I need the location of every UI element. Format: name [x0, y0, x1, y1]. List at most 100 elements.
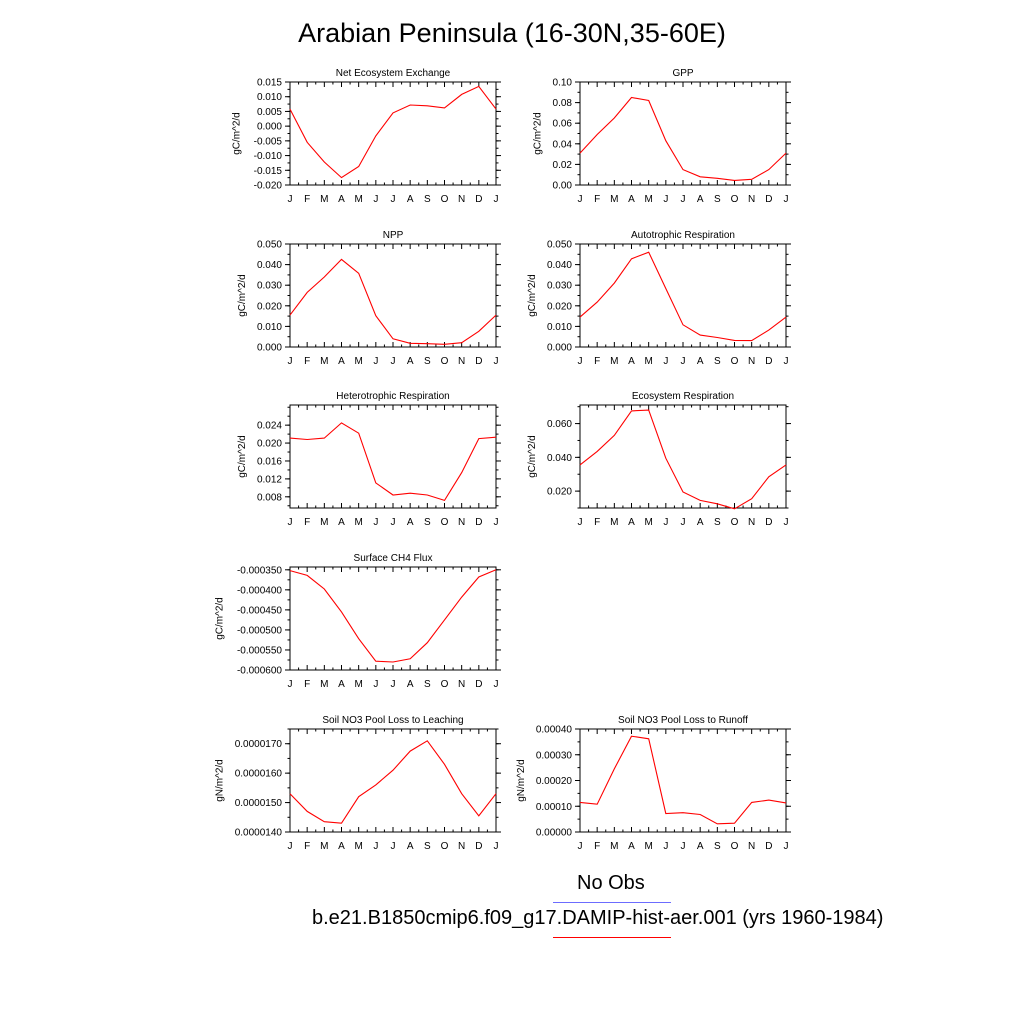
x-tick-label: D: [475, 517, 482, 528]
x-tick-label: S: [714, 356, 721, 367]
x-tick-label: O: [441, 517, 449, 528]
x-tick-label: J: [663, 841, 668, 852]
x-tick-label: O: [731, 194, 739, 205]
y-tick-label: 0.060: [547, 419, 572, 430]
x-tick-label: J: [681, 194, 686, 205]
x-tick-label: F: [594, 517, 600, 528]
y-tick-label: 0.030: [257, 281, 282, 292]
x-tick-label: A: [338, 194, 345, 205]
panel-title: GPP: [672, 68, 693, 79]
y-tick-label: 0.040: [257, 260, 282, 271]
x-tick-label: S: [714, 194, 721, 205]
y-tick-label: 0.08: [553, 98, 573, 109]
x-tick-label: J: [373, 679, 378, 690]
x-tick-label: J: [391, 841, 396, 852]
x-tick-label: F: [304, 356, 310, 367]
series-line: [579, 251, 787, 342]
x-tick-label: J: [494, 517, 499, 528]
y-axis-label: gC/m^2/d: [237, 435, 248, 478]
x-tick-label: D: [765, 356, 772, 367]
y-tick-label: -0.005: [254, 136, 283, 147]
x-tick-label: O: [441, 679, 449, 690]
x-tick-label: F: [304, 194, 310, 205]
y-tick-label: 0.0000160: [235, 769, 283, 780]
y-axis-label: gN/m^2/d: [516, 759, 527, 802]
legend-label-no-obs: No Obs: [577, 872, 645, 894]
x-tick-label: O: [441, 841, 449, 852]
x-tick-label: J: [494, 194, 499, 205]
x-tick-label: A: [628, 517, 635, 528]
x-tick-label: J: [663, 356, 668, 367]
x-tick-label: M: [644, 517, 652, 528]
y-axis-label: gC/m^2/d: [237, 274, 248, 317]
series-line: [289, 569, 497, 663]
x-tick-label: M: [644, 194, 652, 205]
x-tick-label: D: [475, 194, 482, 205]
y-tick-label: 0.020: [257, 301, 282, 312]
x-tick-label: N: [748, 841, 755, 852]
x-tick-label: D: [475, 679, 482, 690]
x-tick-label: S: [424, 517, 431, 528]
x-tick-label: J: [288, 841, 293, 852]
x-tick-label: M: [644, 356, 652, 367]
plot-frame: [289, 566, 497, 671]
y-tick-label: 0.020: [547, 301, 572, 312]
x-tick-label: M: [320, 679, 328, 690]
y-tick-label: 0.040: [547, 453, 572, 464]
panel-title: Net Ecosystem Exchange: [336, 68, 451, 79]
x-tick-label: J: [784, 517, 789, 528]
panel-title: Soil NO3 Pool Loss to Leaching: [322, 715, 463, 726]
x-tick-label: M: [354, 679, 362, 690]
plot-frame: [579, 728, 787, 833]
y-tick-label: 0.00030: [536, 750, 573, 761]
x-tick-label: S: [424, 841, 431, 852]
y-tick-label: 0.015: [257, 78, 282, 89]
x-tick-label: S: [714, 841, 721, 852]
x-tick-label: A: [628, 194, 635, 205]
x-tick-label: A: [338, 679, 345, 690]
x-tick-label: A: [407, 841, 414, 852]
x-tick-label: J: [681, 841, 686, 852]
x-tick-label: J: [391, 356, 396, 367]
x-tick-label: M: [354, 194, 362, 205]
x-tick-label: M: [320, 841, 328, 852]
y-tick-label: 0.010: [257, 92, 282, 103]
x-tick-label: A: [338, 517, 345, 528]
y-tick-label: -0.020: [254, 181, 283, 192]
x-tick-label: J: [373, 517, 378, 528]
x-tick-label: J: [578, 356, 583, 367]
x-tick-label: J: [391, 679, 396, 690]
x-tick-label: A: [407, 679, 414, 690]
x-tick-label: M: [354, 517, 362, 528]
y-tick-label: 0.06: [553, 119, 573, 130]
x-tick-label: J: [391, 194, 396, 205]
legend-line-model-run: [553, 937, 671, 938]
x-tick-label: S: [714, 517, 721, 528]
y-tick-label: 0.010: [257, 322, 282, 333]
y-tick-label: 0.0000170: [235, 739, 283, 750]
x-tick-label: D: [765, 517, 772, 528]
x-tick-label: A: [628, 356, 635, 367]
x-tick-label: N: [748, 517, 755, 528]
x-tick-label: F: [594, 841, 600, 852]
y-tick-label: -0.000400: [237, 585, 282, 596]
plot-frame: [289, 404, 497, 509]
y-tick-label: 0.00000: [536, 828, 573, 839]
plot-frame: [579, 243, 787, 348]
y-tick-label: 0.000: [257, 343, 282, 354]
y-tick-label: 0.012: [257, 474, 282, 485]
y-tick-label: 0.016: [257, 456, 282, 467]
x-tick-label: J: [681, 356, 686, 367]
x-tick-label: S: [424, 356, 431, 367]
panel-title: NPP: [383, 230, 404, 241]
y-axis-label: gC/m^2/d: [527, 274, 538, 317]
y-axis-label: gN/m^2/d: [215, 759, 226, 802]
x-tick-label: M: [610, 841, 618, 852]
x-tick-label: M: [644, 841, 652, 852]
